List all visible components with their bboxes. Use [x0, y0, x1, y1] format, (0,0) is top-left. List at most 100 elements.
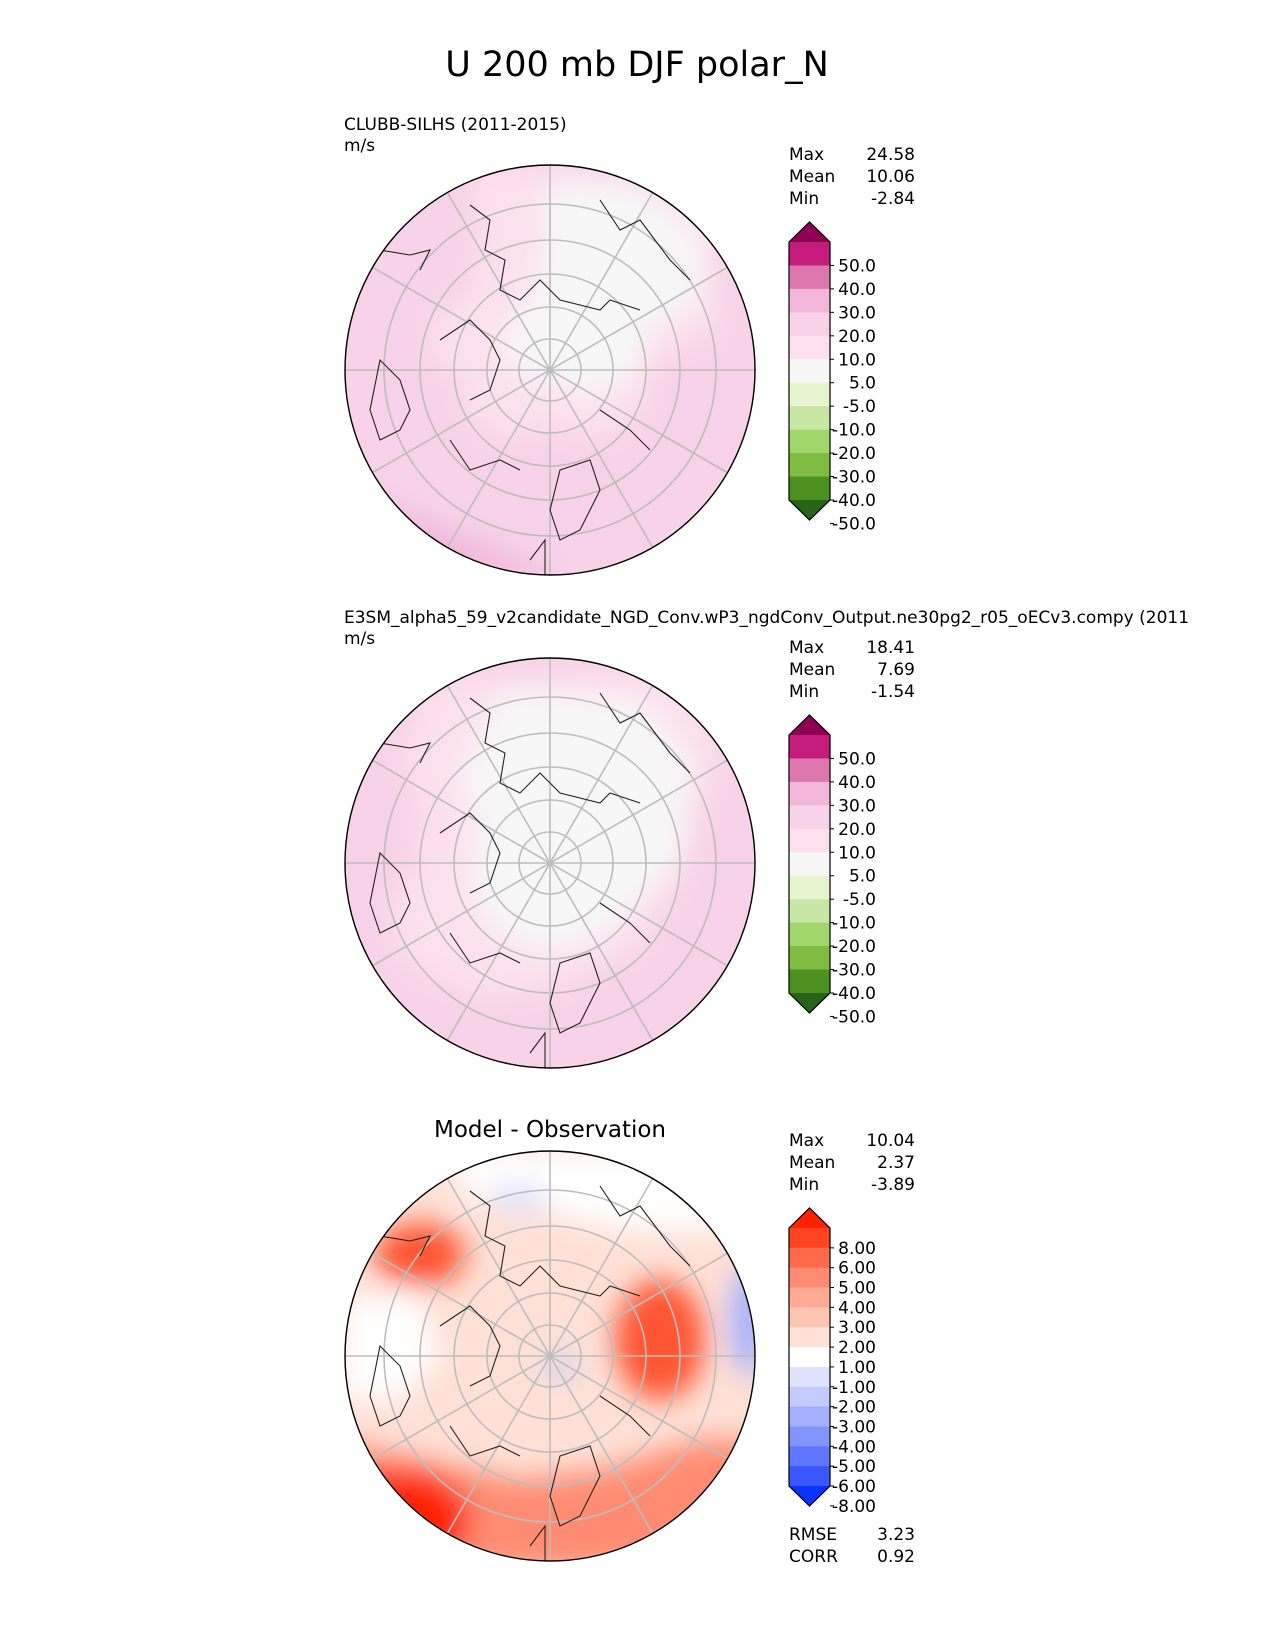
- colorbar-swatch: [789, 758, 830, 783]
- colorbar-extend-max: [789, 222, 830, 242]
- colorbar-tick-label: 8.00: [838, 1239, 876, 1259]
- colorbar-swatch: [789, 1466, 830, 1487]
- colorbar-swatch: [789, 781, 830, 806]
- stat-max-label: Max: [789, 145, 824, 165]
- colorbar-swatch: [789, 1247, 830, 1269]
- stat-max-value: 18.41: [866, 638, 915, 658]
- map-field: [345, 658, 755, 1068]
- stats-block: Max 24.58 Mean 10.06 Min -2.84: [789, 145, 915, 209]
- colorbar-tick-label: -8.00: [832, 1497, 876, 1517]
- colorbar-tick-label: 20.0: [838, 820, 876, 840]
- stat-mean-value: 7.69: [877, 660, 915, 680]
- colorbar-tick-label: -30.0: [832, 961, 876, 981]
- colorbar-swatch: [789, 406, 830, 431]
- stat-max-label: Max: [789, 1131, 824, 1151]
- colorbar-swatch: [789, 382, 830, 407]
- panel-title: Model - Observation: [434, 1117, 666, 1143]
- score-corr-value: 0.92: [877, 1547, 915, 1567]
- stat-min-label: Min: [789, 189, 819, 209]
- graticule: [345, 1151, 755, 1561]
- colorbar-tick-label: -5.00: [832, 1457, 876, 1477]
- map-boundary: [344, 164, 756, 576]
- colorbar-extend-min: [789, 1486, 830, 1506]
- colorbar-tick-label: -4.00: [832, 1437, 876, 1457]
- colorbar-swatch: [789, 922, 830, 947]
- colorbar-tick-label: -20.0: [832, 444, 876, 464]
- colorbar-tick-label: 5.0: [849, 374, 876, 394]
- score-block: RMSE 3.23 CORR 0.92: [789, 1525, 915, 1567]
- coastlines: [369, 1185, 691, 1561]
- colorbar-tick-label: 6.00: [838, 1259, 876, 1279]
- stat-mean-label: Mean: [789, 1153, 835, 1173]
- colorbar-tick-label: -30.0: [832, 468, 876, 488]
- colorbar-tick-label: 3.00: [838, 1318, 876, 1338]
- colorbar: 8.006.005.004.003.002.001.00-1.00-2.00-3…: [788, 1207, 876, 1517]
- map-field: [345, 1151, 755, 1561]
- score-rmse-label: RMSE: [789, 1525, 837, 1545]
- colorbar-tick-label: -10.0: [832, 421, 876, 441]
- colorbar-swatch: [789, 453, 830, 478]
- field-negative-pole: [544, 1358, 576, 1378]
- colorbar-swatch: [789, 1446, 830, 1467]
- colorbar-swatch: [789, 1307, 830, 1328]
- colorbar: 50.0 40.0 30.0 20.0 10.0 5.0 -5.0 -10.0 -20.0 -30…: [788, 714, 876, 1027]
- colorbar-tick-label: 2.00: [838, 1338, 876, 1358]
- colorbar-swatch: [789, 735, 830, 759]
- colorbar-swatch: [789, 899, 830, 924]
- stat-mean-label: Mean: [789, 167, 835, 187]
- coastlines: [369, 199, 691, 575]
- panel-title: CLUBB-SILHS (2011-2015): [344, 115, 567, 135]
- colorbar-swatch: [789, 476, 830, 501]
- colorbar-tick-label: -40.0: [832, 491, 876, 511]
- colorbar: 50.0 40.0 30.0 20.0 10.0 5.0 -5.0 -10.0 -20.0 -30…: [788, 221, 876, 534]
- colorbar-tick-label: -50.0: [832, 514, 876, 534]
- map-boundary: [344, 1150, 756, 1562]
- colorbar-swatch: [789, 429, 830, 454]
- colorbar-extend-max: [789, 1208, 830, 1228]
- stats-block: Max 18.41 Mean 7.69 Min -1.54: [789, 638, 915, 702]
- colorbar-tick-label: -2.00: [832, 1398, 876, 1418]
- colorbar-tick-label: -6.00: [832, 1477, 876, 1497]
- colorbar-tick-label: -3.00: [832, 1417, 876, 1437]
- stats-block: Max 10.04 Mean 2.37 Min -3.89: [789, 1131, 915, 1195]
- colorbar-swatch: [789, 1386, 830, 1408]
- colorbar-swatch: [789, 359, 830, 384]
- coastlines: [369, 692, 691, 1068]
- figure-title: U 200 mb DJF polar_N: [445, 45, 829, 85]
- colorbar-tick-label: 40.0: [838, 773, 876, 793]
- field-negative-east: [730, 1265, 755, 1375]
- stat-min-value: -3.89: [871, 1175, 915, 1195]
- colorbar-extend-max: [789, 715, 830, 735]
- colorbar-tick-label: 40.0: [838, 280, 876, 300]
- colorbar-tick-label: 5.00: [838, 1279, 876, 1299]
- stat-min-label: Min: [789, 1175, 819, 1195]
- map-field: [345, 165, 755, 575]
- colorbar-swatch: [789, 288, 830, 313]
- colorbar-tick-label: 10.0: [838, 843, 876, 863]
- colorbar-swatch: [789, 852, 830, 877]
- colorbar-swatch: [789, 1287, 830, 1308]
- colorbar-swatch: [789, 335, 830, 360]
- colorbar-tick-label: 30.0: [838, 303, 876, 323]
- colorbar-swatch: [789, 1228, 830, 1249]
- colorbar-tick-label: -20.0: [832, 937, 876, 957]
- field-max-east: [615, 1280, 705, 1400]
- stat-min-value: -1.54: [871, 682, 915, 702]
- panel-test: CLUBB-SILHS (2011-2015) m/s: [344, 115, 915, 576]
- stat-mean-value: 2.37: [877, 1153, 915, 1173]
- score-rmse-value: 3.23: [877, 1525, 915, 1545]
- colorbar-tick-label: 1.00: [838, 1358, 876, 1378]
- colorbar-swatch: [789, 1366, 830, 1388]
- stat-min-value: -2.84: [871, 189, 915, 209]
- stat-mean-value: 10.06: [866, 167, 915, 187]
- colorbar-swatch: [789, 828, 830, 853]
- colorbar-tick-label: 20.0: [838, 327, 876, 347]
- colorbar-tick-label: -1.00: [832, 1378, 876, 1398]
- colorbar-swatch: [789, 265, 830, 290]
- colorbar-swatch: [789, 1406, 830, 1427]
- stat-max-value: 10.04: [866, 1131, 915, 1151]
- colorbar-tick-label: 4.00: [838, 1298, 876, 1318]
- stat-min-label: Min: [789, 682, 819, 702]
- colorbar-swatch: [789, 312, 830, 337]
